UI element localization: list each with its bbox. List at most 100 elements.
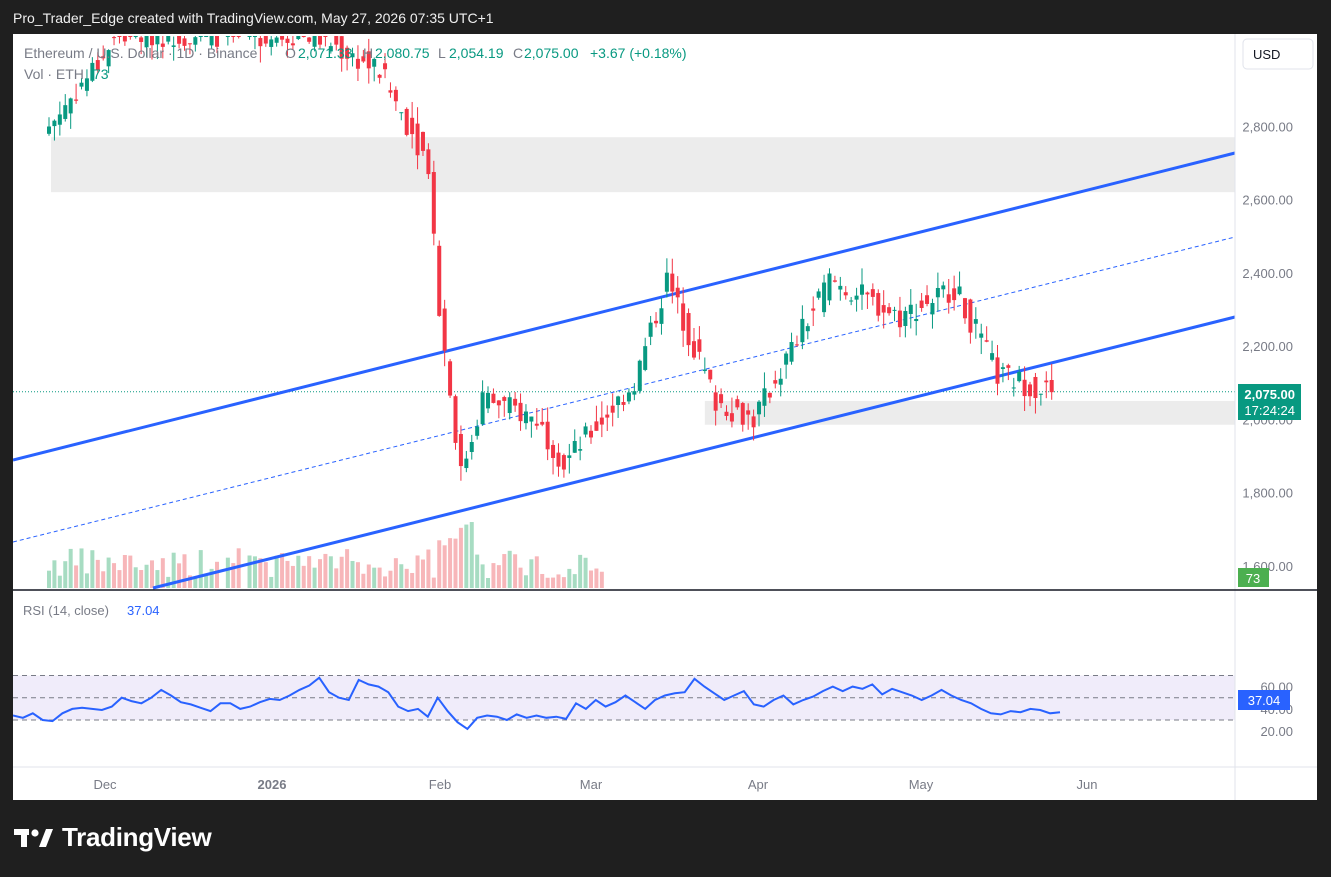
- volume-bar: [578, 554, 583, 588]
- candle-body: [794, 344, 799, 346]
- rsi-line: [13, 676, 1061, 731]
- volume-bar: [350, 560, 355, 588]
- candle-body: [63, 105, 68, 119]
- candle-body: [897, 310, 902, 328]
- price-tick-label: 2,200.00: [1242, 339, 1293, 354]
- volume-bar: [209, 568, 214, 588]
- candle-body: [258, 38, 263, 47]
- candle-body: [659, 308, 664, 324]
- time-label: Dec: [93, 777, 117, 792]
- volume-bar: [187, 575, 192, 588]
- volume-bar: [236, 548, 241, 588]
- volume-bar: [448, 538, 453, 588]
- volume-bar: [518, 567, 523, 588]
- candle-body: [637, 360, 642, 391]
- supply-zone: [51, 137, 1235, 193]
- currency-button[interactable]: USD: [1242, 38, 1314, 70]
- candle-body: [876, 293, 881, 316]
- volume-bar: [383, 576, 388, 588]
- candle-body: [805, 326, 810, 332]
- volume-legend-label: Vol · ETH: [24, 66, 84, 82]
- candle-body: [496, 400, 501, 406]
- volume-bar: [74, 565, 79, 588]
- candle-body: [811, 308, 816, 311]
- time-label: May: [909, 777, 934, 792]
- candle-body: [551, 444, 556, 458]
- candle-body: [1011, 387, 1016, 389]
- candle-body: [345, 47, 350, 59]
- candle-body: [149, 36, 154, 46]
- time-label: Jun: [1077, 777, 1098, 792]
- volume-bar: [160, 558, 165, 588]
- candle-body: [762, 388, 767, 406]
- candle-body: [935, 287, 940, 298]
- volume-bar: [366, 564, 371, 588]
- time-label: Apr: [748, 777, 769, 792]
- symbol-name: Ethereum / U.S. Dollar · 1D · Binance: [24, 45, 258, 61]
- candle-body: [827, 273, 832, 301]
- candle-body: [177, 36, 182, 44]
- candle-body: [280, 36, 285, 40]
- volume-bar: [453, 538, 458, 588]
- volume-bar: [274, 555, 279, 588]
- volume-layer: [47, 522, 604, 588]
- candle-body: [442, 308, 447, 351]
- volume-bar: [496, 565, 501, 588]
- volume-bar: [47, 570, 51, 588]
- candle-body: [475, 426, 480, 436]
- tradingview-brand[interactable]: TradingView: [14, 822, 212, 853]
- candle-body: [708, 369, 713, 380]
- volume-bar: [567, 568, 572, 588]
- candle-body: [198, 36, 203, 37]
- candle-body: [664, 272, 669, 292]
- candle-body: [784, 353, 789, 365]
- candle-body: [437, 245, 442, 316]
- candle-body: [469, 441, 474, 453]
- candle-body: [350, 53, 355, 58]
- volume-bar: [149, 560, 154, 588]
- candle-body: [431, 172, 436, 234]
- candle-body: [691, 341, 696, 358]
- price-tick-label: 1,800.00: [1242, 486, 1293, 501]
- volume-bar: [507, 550, 512, 588]
- candle-body: [388, 90, 393, 93]
- candle-body: [599, 417, 604, 425]
- candle-body: [751, 416, 756, 428]
- volume-bar: [198, 550, 203, 588]
- candle-body: [892, 309, 897, 311]
- candle-body: [816, 291, 821, 298]
- high-label: H: [363, 45, 373, 61]
- volume-bar: [404, 568, 409, 588]
- volume-bar: [204, 575, 209, 588]
- candle-body: [101, 56, 106, 59]
- candle-body: [757, 401, 762, 415]
- volume-bar: [280, 553, 285, 588]
- volume-bar: [57, 575, 62, 588]
- candle-body: [724, 411, 729, 416]
- channel-layer: [13, 151, 1236, 590]
- candle-body: [578, 449, 583, 451]
- candle-body: [383, 63, 388, 70]
- volume-bar: [431, 577, 436, 588]
- candle-body: [171, 45, 176, 47]
- volume-bar: [258, 558, 263, 588]
- volume-bar: [420, 559, 425, 588]
- candle-body: [301, 36, 306, 37]
- candle-body: [1049, 380, 1054, 393]
- candle-body: [263, 36, 268, 44]
- candle-body: [285, 38, 290, 43]
- candle-body: [209, 36, 214, 46]
- candle-body: [1044, 380, 1049, 383]
- volume-bar: [247, 555, 252, 588]
- candle-body: [420, 131, 425, 151]
- price-badge: 2,075.00 17:24:24: [1238, 384, 1301, 420]
- candle-body: [182, 38, 187, 46]
- candle-body: [962, 298, 967, 319]
- candle-body: [47, 126, 51, 134]
- candle-body: [556, 452, 561, 467]
- price-tick-label: 2,600.00: [1242, 193, 1293, 208]
- candle-body: [334, 36, 339, 45]
